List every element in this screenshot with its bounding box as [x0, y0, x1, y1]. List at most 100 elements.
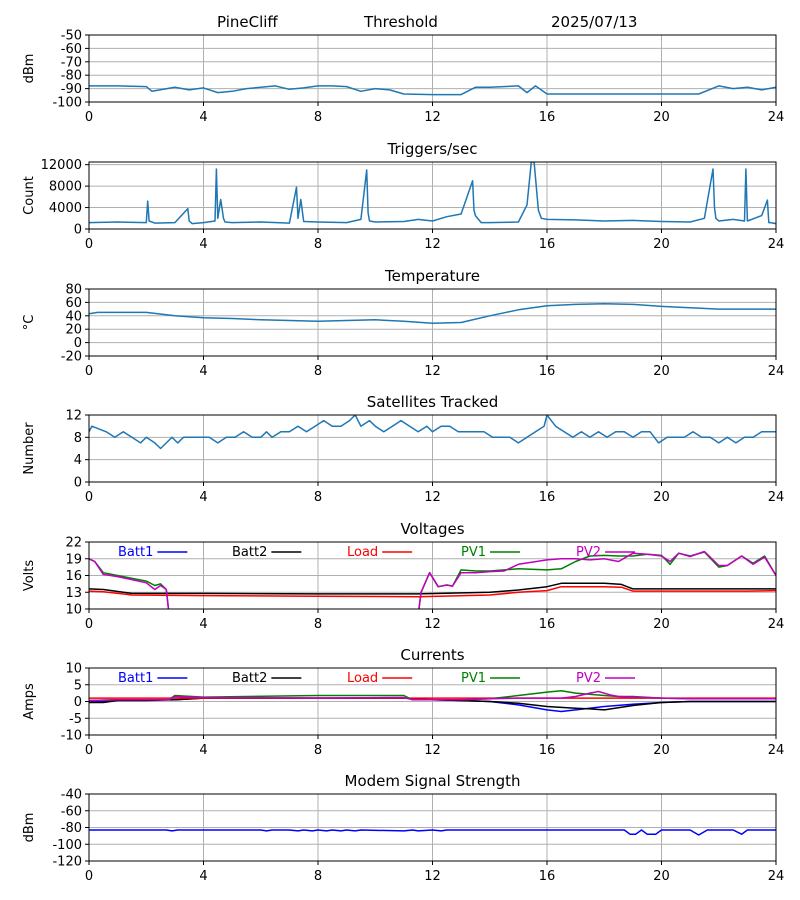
currents-ylabel: Amps [22, 683, 37, 720]
currents-legend-label: Batt2 [232, 671, 267, 686]
currents-xtick-label: 24 [768, 743, 785, 758]
threshold-xtick-label: 0 [85, 110, 93, 125]
voltages-ytick-label: 22 [65, 536, 82, 551]
modem-ytick-label: -100 [52, 838, 82, 853]
voltages-legend-label: Batt1 [118, 545, 153, 560]
temperature-ylabel: °C [22, 315, 37, 331]
satellites-ytick-label: 12 [65, 409, 82, 424]
triggers-xtick-label: 0 [85, 237, 93, 252]
threshold-series-0-line [89, 85, 776, 96]
threshold-xtick-label: 8 [314, 110, 322, 125]
threshold-ytick-label: -50 [61, 29, 82, 44]
currents-legend: Batt1 Batt2 Load PV1 PV2 [118, 671, 636, 686]
modem-xtick-label: 0 [85, 869, 93, 884]
voltages-ytick-label: 16 [65, 569, 82, 584]
threshold-xtick-label: 16 [539, 110, 556, 125]
satellites-series-0-line [89, 415, 776, 450]
voltages-ytick-label: 19 [65, 552, 82, 567]
threshold-xtick-label: 20 [653, 110, 670, 125]
currents-xtick-label: 8 [314, 743, 322, 758]
currents-legend-label: Batt1 [118, 671, 153, 686]
temperature-title: Temperature [384, 267, 480, 285]
threshold-ytick-label: -80 [61, 69, 82, 84]
modem-series-0-line [89, 829, 776, 836]
figure-header: PineCliff Threshold 2025/07/13 [217, 13, 637, 31]
header-station: PineCliff [217, 13, 278, 31]
voltages-series-pv2-line [89, 550, 776, 609]
satellites-xtick-label: 24 [768, 490, 785, 505]
satellites-xtick-label: 8 [314, 490, 322, 505]
triggers-panel: 0 4 8 12 16 20 24 0 4000 8000 12000 Triggers/sec Cou… [22, 140, 784, 252]
modem-panel: 0 4 8 12 16 20 24 -120 -100 -80 -60-40 Modem Signal… [22, 772, 784, 884]
threshold-xtick-label: 12 [424, 110, 441, 125]
header-date: 2025/07/13 [551, 13, 637, 31]
satellites-ytick-label: 8 [74, 431, 82, 446]
modem-ytick-label: -60 [61, 804, 82, 819]
temperature-xtick-label: 16 [539, 364, 556, 379]
threshold-xtick-label: 4 [199, 110, 207, 125]
currents-series-pv2-line [89, 690, 776, 702]
currents-ytick-label: 5 [74, 678, 82, 693]
voltages-legend-label: PV2 [576, 545, 601, 560]
currents-ytick-label: 0 [74, 695, 82, 710]
voltages-legend-label: PV1 [461, 545, 486, 560]
temperature-xtick-label: 12 [424, 364, 441, 379]
triggers-xtick-label: 12 [424, 237, 441, 252]
voltages-xtick-label: 24 [768, 617, 785, 632]
temperature-ytick-label: 60 [65, 296, 82, 311]
temperature-ytick-label: 0 [74, 336, 82, 351]
satellites-xtick-label: 12 [424, 490, 441, 505]
temperature-series-0-line [89, 302, 776, 324]
currents-xtick-label: 0 [85, 743, 93, 758]
threshold-ylabel: dBm [22, 54, 37, 84]
currents-ytick-label: 10 [65, 662, 82, 677]
currents-legend-label: PV2 [576, 671, 601, 686]
currents-xtick-label: 12 [424, 743, 441, 758]
modem-title: Modem Signal Strength [345, 772, 521, 790]
modem-xtick-label: 12 [424, 869, 441, 884]
modem-xtick-label: 16 [539, 869, 556, 884]
modem-xtick-label: 4 [199, 869, 207, 884]
currents-xtick-label: 16 [539, 743, 556, 758]
threshold-ytick-label: -60 [61, 42, 82, 57]
voltages-xtick-label: 0 [85, 617, 93, 632]
currents-legend-label: PV1 [461, 671, 486, 686]
modem-xtick-label: 8 [314, 869, 322, 884]
threshold-xtick-label: 24 [768, 110, 785, 125]
satellites-xtick-label: 4 [199, 490, 207, 505]
voltages-legend-label: Batt2 [232, 545, 267, 560]
temperature-xtick-label: 24 [768, 364, 785, 379]
currents-legend-label: Load [347, 671, 378, 686]
header-label: Threshold [363, 13, 438, 31]
voltages-xtick-label: 12 [424, 617, 441, 632]
triggers-series-0-line [89, 162, 776, 225]
satellites-xtick-label: 20 [653, 490, 670, 505]
triggers-title: Triggers/sec [387, 140, 478, 158]
threshold-ytick-label: -90 [61, 82, 82, 97]
voltages-xtick-label: 16 [539, 617, 556, 632]
threshold-panel: 0 4 8 12 16 20 24 -100-90-80-70-60-50 dBm [22, 29, 784, 126]
voltages-xtick-label: 4 [199, 617, 207, 632]
voltages-xtick-label: 20 [653, 617, 670, 632]
modem-xtick-label: 20 [653, 869, 670, 884]
temperature-ytick-label: 20 [65, 323, 82, 338]
satellites-ylabel: Number [22, 422, 37, 475]
currents-title: Currents [400, 646, 464, 664]
triggers-ytick-label: 0 [74, 223, 82, 238]
voltages-xtick-label: 8 [314, 617, 322, 632]
voltages-series-batt2-line [89, 582, 776, 595]
triggers-xtick-label: 24 [768, 237, 785, 252]
currents-ytick-label: -5 [69, 712, 82, 727]
temperature-xtick-label: 4 [199, 364, 207, 379]
triggers-ytick-label: 12000 [41, 158, 82, 173]
voltages-ylabel: Volts [22, 560, 37, 592]
triggers-ytick-label: 4000 [49, 201, 82, 216]
voltages-legend-label: Load [347, 545, 378, 560]
satellites-xtick-label: 0 [85, 490, 93, 505]
temperature-ytick-label: -20 [61, 350, 82, 365]
threshold-ytick-label: -100 [52, 96, 82, 111]
modem-ylabel: dBm [22, 813, 37, 843]
